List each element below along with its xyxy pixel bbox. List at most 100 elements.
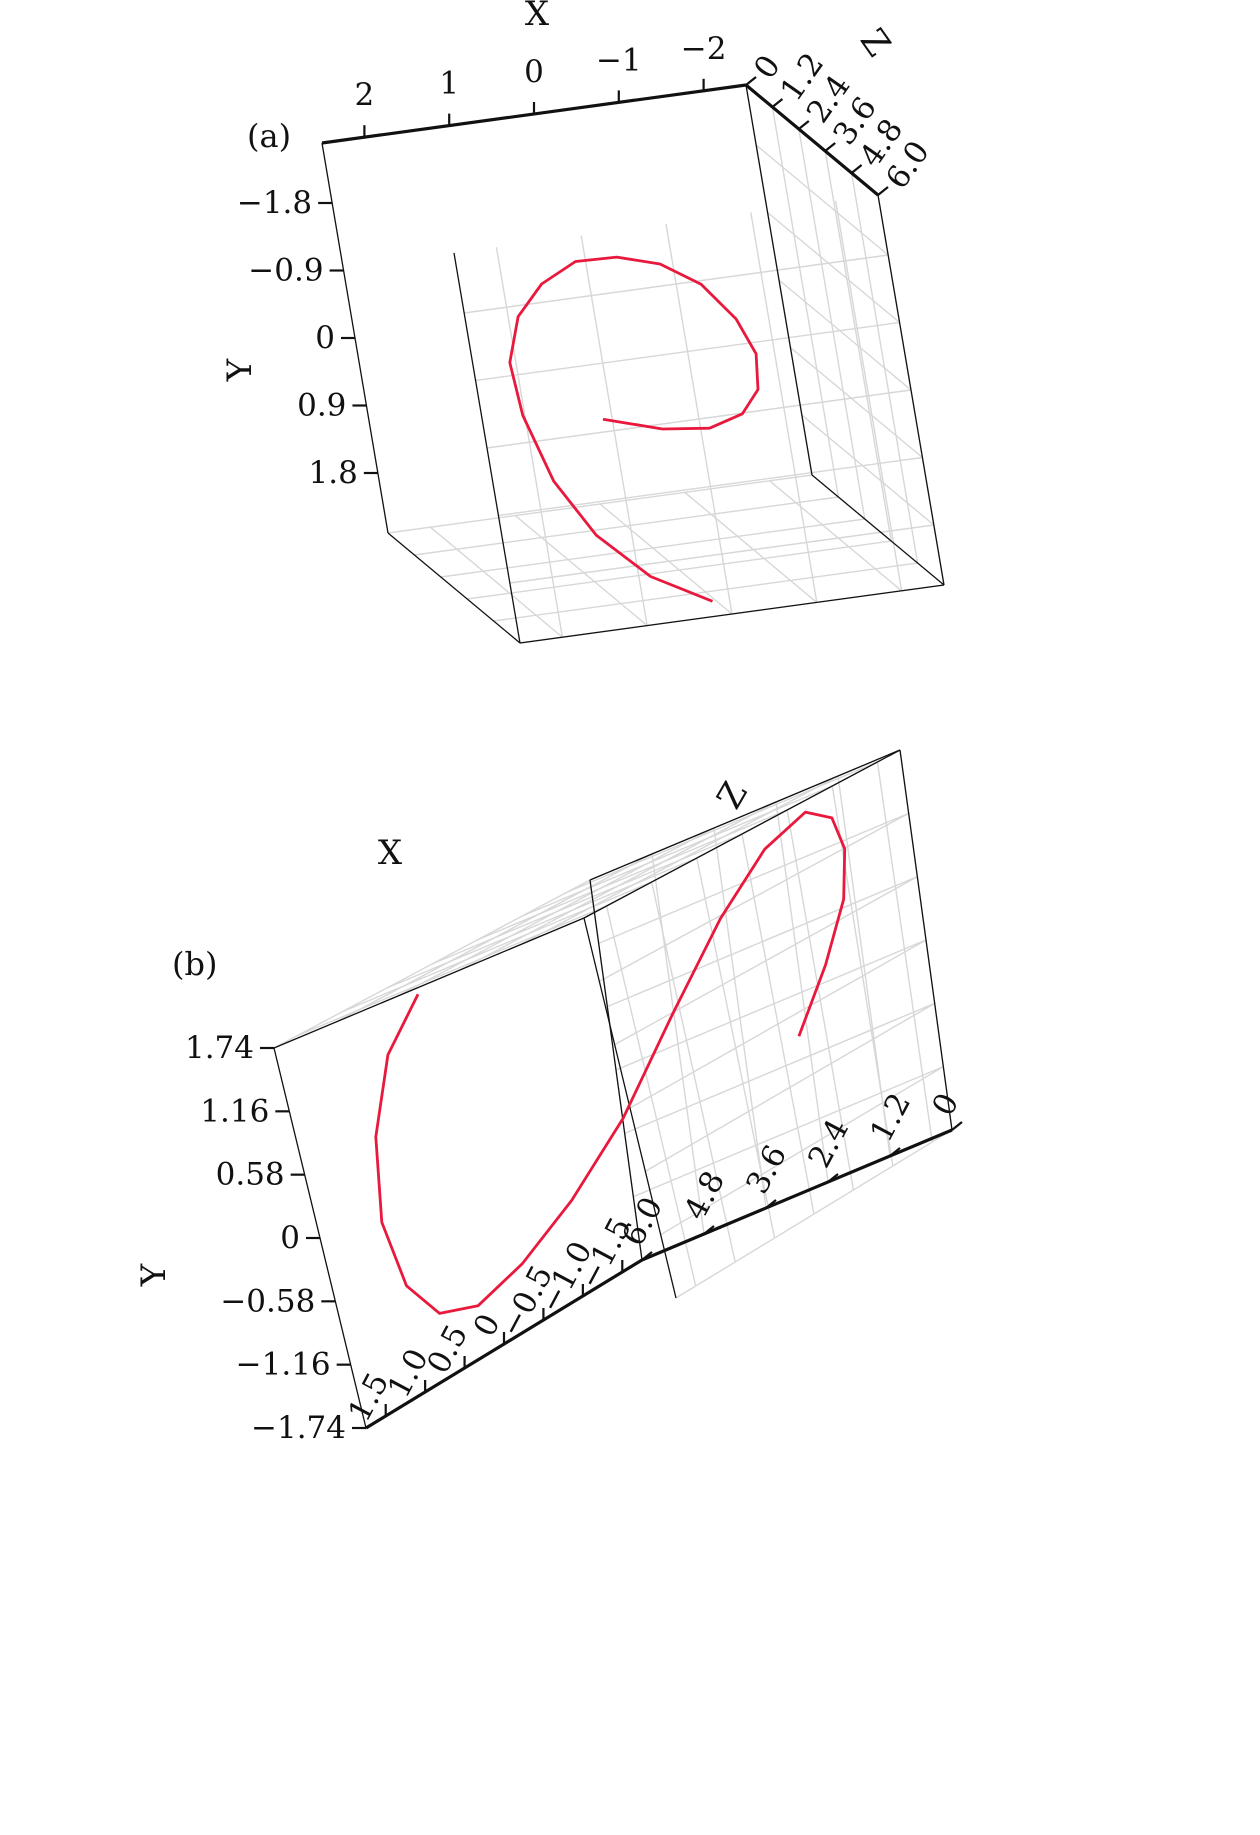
z-tick-mark-4 [850, 164, 863, 174]
y-tick-label-3: 0 [280, 1220, 300, 1256]
y-axis-title: Y [134, 1263, 174, 1287]
box-edge-floor-right [589, 749, 901, 881]
z-axis-line [641, 1128, 953, 1262]
grid-line-floor-z-2 [397, 827, 715, 997]
box-edge-right-front [745, 84, 813, 476]
grid-line-floor-z-1 [414, 496, 839, 556]
grid-lines [387, 84, 945, 644]
box-edge-floor-right [811, 474, 945, 586]
y-tick-label-2: 0.58 [216, 1157, 285, 1193]
panel-label: (a) [247, 117, 291, 155]
z-tick-mark-2 [798, 120, 810, 130]
grid-line-side-y-3 [789, 346, 923, 459]
grid-line-back-y-2 [614, 876, 918, 1046]
z-axis-line [744, 83, 880, 197]
grid-line-back-y-1 [475, 321, 900, 382]
grid-line-floor-x-1 [514, 515, 648, 627]
grid-line-floor-x-3 [431, 833, 743, 965]
y-tick-label-0: 1.74 [185, 1030, 254, 1066]
grid-line-back-y-0 [464, 254, 889, 314]
z-tick-mark-4 [889, 1147, 901, 1157]
x-tick-label-2: 0 [524, 54, 544, 90]
grid-line-floor-x-4 [476, 809, 788, 941]
y-tick-label-4: −0.58 [220, 1283, 315, 1319]
box-edges [273, 749, 953, 1430]
box-edge-floor-left [273, 917, 585, 1049]
grid-line-floor-z-1 [335, 853, 653, 1023]
box-edge-right-back [899, 749, 953, 1131]
grid-line-floor-x-2 [386, 857, 698, 989]
z-tick-mark-3 [827, 1173, 839, 1183]
x-axis-title: X [525, 0, 550, 34]
grid-line-side-y-0 [755, 144, 889, 256]
grid-line-side-y-1 [767, 211, 901, 324]
y-tick-label-6: −1.74 [251, 1410, 346, 1446]
grid-line-back-y-1 [598, 812, 910, 982]
y-tick-label-0: −1.8 [237, 185, 312, 221]
tick-marks [318, 76, 889, 475]
z-tick-mark-0 [745, 76, 757, 86]
y-tick-label-4: 1.8 [309, 455, 358, 491]
x-axis-title: X [378, 833, 403, 873]
y-tick-label-2: 0 [315, 320, 335, 356]
grid-line-side-y-3 [615, 939, 927, 1071]
grid-line-floor-z-3 [459, 801, 777, 971]
grid-line-floor-z-2 [440, 518, 865, 578]
x-tick-label-4: −2 [681, 31, 727, 67]
grid-line-floor-z-3 [467, 540, 892, 600]
y-tick-label-3: 0.9 [297, 388, 346, 424]
z-tick-mark-3 [824, 142, 836, 152]
z-axis-title: Z [852, 22, 898, 64]
box-edge-floor-back [519, 584, 945, 644]
grid-line-side-y-2 [778, 279, 912, 391]
grid-line-floor-z-4 [493, 562, 918, 622]
panel-label: (b) [172, 945, 217, 983]
grid-line-back-y-4 [644, 1002, 936, 1172]
panel-b: 1.51.00.50−0.5−1.0−1.56.0 4.8 3.6 2.4 1.2 01.… [134, 749, 966, 1446]
grid-line-floor-x-4 [769, 480, 903, 592]
grid-line-floor-x-3 [684, 491, 818, 603]
x-tick-label-1: 1 [439, 66, 459, 102]
z-tick-mark-2 [765, 1199, 777, 1209]
grid-line-back-y-5 [660, 1066, 944, 1236]
grid-line-back-y-3 [629, 939, 927, 1109]
grid-line-floor-z-4 [521, 775, 839, 945]
z-axis-title: Z [709, 775, 755, 815]
box-edge-left-back [453, 252, 521, 644]
grid-line-floor-z-0 [273, 879, 591, 1049]
y-axis-title: Y [220, 358, 260, 382]
tick-marks [260, 1046, 963, 1430]
grid-line-back-y-2 [486, 389, 912, 449]
z-tick-mark-5 [951, 1121, 963, 1131]
grid-line-back-y-6 [675, 1129, 953, 1299]
box-edge-floor-left [387, 532, 521, 644]
grid-line-back-y-3 [498, 456, 923, 517]
box-edge-right-back [877, 194, 945, 586]
z-tick-label-5: 0 [925, 1087, 966, 1121]
grid-line-back-y-4 [509, 524, 934, 584]
panel-a: 2 1 0 −1 −2 01.22.43.64.86.0−1.8−0.900.91.8XY… [220, 0, 945, 644]
grid-line-floor-x-1 [341, 881, 652, 1013]
grid-line-floor-x-2 [599, 503, 733, 615]
grid-line-floor-z-0 [387, 474, 813, 534]
grid-line-floor-x-5 [522, 785, 833, 917]
y-tick-label-5: −1.16 [236, 1347, 331, 1383]
grid-line-side-y-4 [624, 1002, 935, 1134]
grid-line-side-y-5 [633, 1066, 944, 1198]
y-tick-label-1: −0.9 [248, 253, 323, 289]
grid-line-side-y-4 [801, 414, 935, 526]
grid-line-floor-x-0 [296, 905, 607, 1037]
box-edge-right-front [589, 879, 643, 1261]
grid-line-side-y-1 [598, 812, 909, 944]
grid-line-floor-x-6 [567, 761, 878, 893]
x-tick-label-3: −1 [596, 42, 642, 78]
box-edge-floor-back [583, 749, 901, 919]
z-tick-mark-5 [877, 186, 889, 196]
box-edge-left-back [583, 917, 677, 1299]
z-tick-mark-0 [641, 1251, 653, 1261]
grid-line-side-y-2 [607, 876, 918, 1008]
grid-line-floor-x-0 [429, 526, 563, 638]
z-tick-mark-1 [771, 98, 784, 108]
x-tick-label-0: 2 [355, 77, 375, 113]
